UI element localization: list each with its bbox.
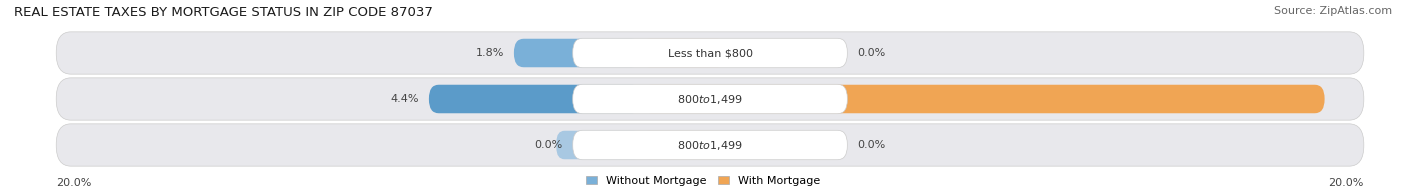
Text: 0.0%: 0.0% — [534, 140, 562, 150]
Legend: Without Mortgage, With Mortgage: Without Mortgage, With Mortgage — [582, 172, 824, 191]
FancyBboxPatch shape — [557, 131, 641, 159]
Text: 20.0%: 20.0% — [56, 178, 91, 188]
Text: 1.8%: 1.8% — [475, 48, 505, 58]
Text: Source: ZipAtlas.com: Source: ZipAtlas.com — [1274, 6, 1392, 16]
Text: 20.0%: 20.0% — [1329, 178, 1364, 188]
Text: $800 to $1,499: $800 to $1,499 — [678, 93, 742, 105]
FancyBboxPatch shape — [641, 85, 1324, 113]
FancyBboxPatch shape — [641, 131, 727, 159]
Text: 0.0%: 0.0% — [858, 140, 886, 150]
FancyBboxPatch shape — [56, 78, 1364, 120]
FancyBboxPatch shape — [515, 39, 641, 67]
Text: 4.4%: 4.4% — [391, 94, 419, 104]
Text: $800 to $1,499: $800 to $1,499 — [678, 139, 742, 152]
FancyBboxPatch shape — [56, 32, 1364, 74]
Text: 0.0%: 0.0% — [858, 48, 886, 58]
FancyBboxPatch shape — [641, 39, 727, 67]
FancyBboxPatch shape — [572, 84, 848, 114]
FancyBboxPatch shape — [56, 124, 1364, 166]
FancyBboxPatch shape — [572, 130, 848, 160]
Text: Less than $800: Less than $800 — [668, 48, 752, 58]
Text: REAL ESTATE TAXES BY MORTGAGE STATUS IN ZIP CODE 87037: REAL ESTATE TAXES BY MORTGAGE STATUS IN … — [14, 6, 433, 19]
FancyBboxPatch shape — [572, 38, 848, 68]
FancyBboxPatch shape — [429, 85, 641, 113]
